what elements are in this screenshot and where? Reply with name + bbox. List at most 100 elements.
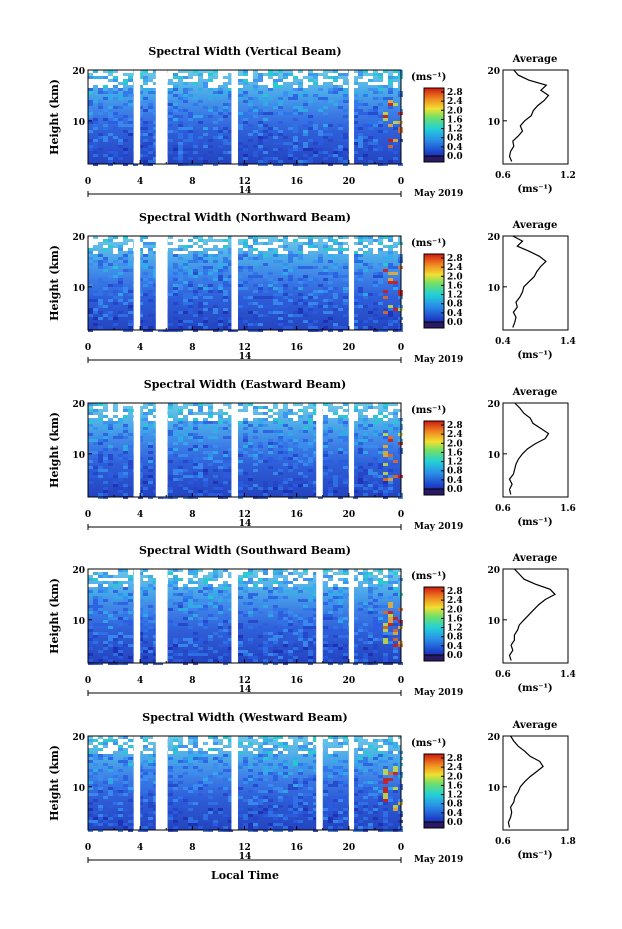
no-data-cell	[153, 572, 158, 575]
heatmap-cell	[388, 569, 393, 572]
heatmap-cell	[293, 148, 298, 151]
heatmap-cell	[298, 88, 303, 91]
heatmap-cell	[338, 251, 343, 254]
heatmap-cell	[93, 76, 98, 79]
heatmap-cell	[338, 487, 343, 490]
no-data-cell	[288, 76, 293, 79]
heatmap-cell	[303, 130, 308, 133]
heatmap-cell	[383, 424, 388, 427]
heatmap-cell	[138, 463, 143, 466]
heatmap-cell	[258, 133, 263, 136]
heatmap-cell	[123, 409, 128, 412]
heatmap-cell	[303, 766, 308, 769]
heatmap-cell	[88, 659, 93, 662]
heatmap-cell	[243, 439, 248, 442]
heatmap-cell	[263, 466, 268, 469]
heatmap-cell	[193, 478, 198, 481]
heatmap-cell	[88, 145, 93, 148]
heatmap-cell	[298, 160, 303, 163]
heatmap-cell	[93, 154, 98, 157]
no-data-cell	[183, 739, 188, 742]
heatmap-cell	[183, 760, 188, 763]
heatmap-cell	[238, 269, 243, 272]
heatmap-cell	[343, 148, 348, 151]
heatmap-cell	[213, 427, 218, 430]
no-data-cell	[183, 409, 188, 412]
no-data-cell	[353, 572, 358, 575]
heatmap-cell	[123, 299, 128, 302]
heatmap-cell	[288, 635, 293, 638]
heatmap-cell	[128, 820, 133, 823]
heatmap-cell	[373, 623, 378, 626]
heatmap-cell	[288, 814, 293, 817]
x-tick-label: 12	[238, 510, 251, 520]
heatmap-cell	[113, 112, 118, 115]
no-data-cell	[148, 236, 153, 239]
heatmap-cell	[378, 418, 383, 421]
heatmap-cell	[313, 584, 318, 587]
no-data-cell	[238, 415, 243, 418]
heatmap-cell	[263, 263, 268, 266]
heatmap-cell	[118, 293, 123, 296]
heatmap-cell	[183, 650, 188, 653]
heatmap-cell	[178, 478, 183, 481]
heatmap-cell	[338, 248, 343, 251]
heatmap-cell	[333, 626, 338, 629]
no-data-cell	[383, 572, 388, 575]
heatmap-cell	[308, 293, 313, 296]
heatmap-cell	[273, 103, 278, 106]
no-data-cell	[303, 751, 308, 754]
heatmap-cell	[288, 784, 293, 787]
heatmap-cell	[293, 142, 298, 145]
heatmap-cell	[248, 245, 253, 248]
heatmap-cell	[243, 602, 248, 605]
heatmap-cell	[123, 763, 128, 766]
heatmap-cell	[258, 142, 263, 145]
heatmap-cell	[188, 127, 193, 130]
heatmap-cell	[383, 472, 388, 475]
heatmap-cell	[178, 487, 183, 490]
no-data-cell	[238, 418, 243, 421]
no-data-cell	[338, 70, 343, 73]
heatmap-cell	[188, 436, 193, 439]
heatmap-cell	[208, 808, 213, 811]
heatmap-cell	[373, 106, 378, 109]
no-data-cell	[183, 575, 188, 578]
heatmap-cell	[363, 472, 368, 475]
heatmap-cell	[358, 424, 363, 427]
no-data-cell	[278, 748, 283, 751]
heatmap-cell	[168, 487, 173, 490]
heatmap-cell	[148, 103, 153, 106]
no-data-cell	[203, 736, 208, 739]
heatmap-cell	[308, 127, 313, 130]
heatmap-cell	[148, 91, 153, 94]
heatmap-cell	[313, 148, 318, 151]
heatmap-cell	[208, 130, 213, 133]
heatmap-cell	[358, 103, 363, 106]
heatmap-cell	[193, 257, 198, 260]
heatmap-cell	[153, 796, 158, 799]
heatmap-cell	[258, 626, 263, 629]
heatmap-cell	[273, 469, 278, 472]
heatmap-cell	[373, 148, 378, 151]
heatmap-cell	[198, 239, 203, 242]
no-data-cell	[258, 415, 263, 418]
heatmap-cell	[263, 118, 268, 121]
heatmap-cell	[138, 763, 143, 766]
heatmap-cell	[363, 103, 368, 106]
heatmap-cell	[198, 472, 203, 475]
heatmap-cell	[98, 659, 103, 662]
heatmap-cell	[273, 626, 278, 629]
heatmap-cell	[178, 602, 183, 605]
heatmap-cell	[123, 781, 128, 784]
heatmap-cell	[193, 757, 198, 760]
heatmap-cell	[328, 650, 333, 653]
heatmap-cell	[228, 151, 233, 154]
heatmap-cell	[138, 314, 143, 317]
heatmap-cell	[198, 88, 203, 91]
heatmap-cell	[218, 263, 223, 266]
heatmap-cell	[378, 121, 383, 124]
heatmap-cell	[388, 76, 393, 79]
heatmap-cell	[278, 430, 283, 433]
heatmap-cell	[203, 650, 208, 653]
